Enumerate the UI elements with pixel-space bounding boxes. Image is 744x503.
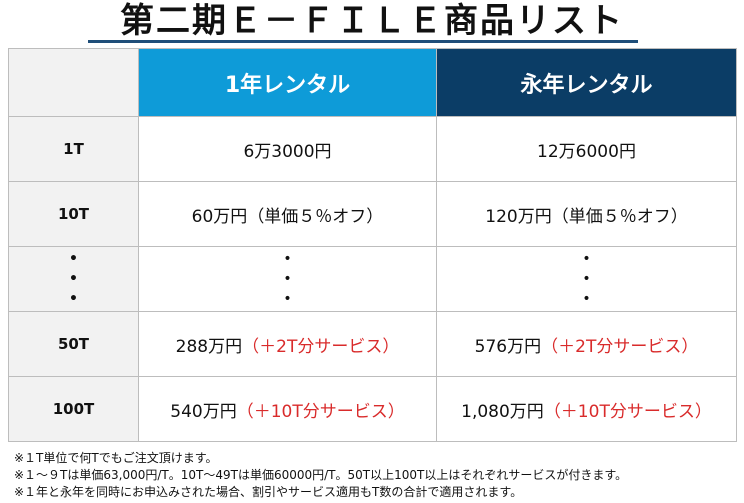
note: ※１T単位で何Tでもご注文頂けます。 (14, 451, 218, 465)
price: 1,080万円 (461, 401, 544, 422)
header-row: 1年レンタル 永年レンタル (8, 48, 737, 117)
price: 288万円 (175, 336, 243, 357)
price-cell: 6万3000円 (138, 116, 437, 182)
price: • (283, 291, 292, 307)
note: ※１～９Tは単価63,000円/T。10T～49Tは単価60000円/T。50T… (14, 468, 628, 482)
price-cell: • • • (436, 246, 737, 312)
price-cell: 12万6000円 (436, 116, 737, 182)
row: 50T 288万円（＋2T分サービス） 576万円（＋2T分サービス） (8, 311, 737, 377)
row-label-text: 10T (57, 205, 90, 223)
row: 100T 540万円（＋10T分サービス） 1,080万円（＋10T分サービス） (8, 376, 737, 442)
price: • (582, 291, 591, 307)
row: 10T 60万円（単価５％オフ） 120万円（単価５％オフ） (8, 181, 737, 247)
title: 第二期Ｅ－ＦＩＬＥ商品リスト (120, 1, 624, 41)
row-label: 10T (8, 181, 139, 247)
price: 12万6000円 (537, 141, 636, 162)
price: • (582, 251, 591, 267)
price: 120万円 (485, 206, 552, 227)
price: 576万円 (474, 336, 542, 357)
price: • (582, 271, 591, 287)
row-label-text: 50T (57, 335, 90, 353)
price-cell: 1,080万円（＋10T分サービス） (436, 376, 737, 442)
price: 540万円 (170, 401, 237, 422)
notes: ※１T単位で何Tでもご注文頂けます。 ※１～９Tは単価63,000円/T。10T… (14, 450, 627, 501)
row-label: 100T (8, 376, 139, 442)
row-label: 50T (8, 311, 139, 377)
row: 1T 6万3000円 12万6000円 (8, 116, 737, 182)
price-cell: 60万円（単価５％オフ） (138, 181, 437, 247)
price: 6万3000円 (243, 141, 332, 162)
service-note: （＋10T分サービス） (236, 401, 405, 422)
row: • • • • • • • • • (8, 246, 737, 312)
row-label: 1T (8, 116, 139, 182)
row-label-text: 1T (63, 140, 84, 158)
price-cell: 540万円（＋10T分サービス） (138, 376, 437, 442)
row-label-text: • (69, 251, 78, 267)
price-cell: 576万円（＋2T分サービス） (436, 311, 737, 377)
corner-cell (8, 48, 139, 117)
price-table: 1年レンタル 永年レンタル 1T 6万3000円 12万6000円 10T 60万円（単… (8, 48, 737, 442)
price-cell: • • • (138, 246, 437, 312)
service-note: （＋10T分サービス） (543, 401, 712, 422)
row-label: • • • (8, 246, 139, 312)
row-label-text: 100T (52, 400, 95, 418)
note: ※１年と永年を同時にお申込みされた場合、割引やサービス適用もT数の合計で適用され… (14, 485, 523, 499)
row-label-text: • (69, 271, 78, 287)
price-cell: 120万円（単価５％オフ） (436, 181, 737, 247)
title-underline (88, 40, 638, 43)
discount-note: （単価５％オフ） (551, 206, 688, 227)
price: • (283, 251, 292, 267)
price-cell: 288万円（＋2T分サービス） (138, 311, 437, 377)
discount-note: （単価５％オフ） (247, 206, 384, 227)
price: 60万円 (191, 206, 248, 227)
column-header: 永年レンタル (436, 48, 737, 117)
service-note: （＋2T分サービス） (242, 336, 400, 357)
service-note: （＋2T分サービス） (541, 336, 699, 357)
price: • (283, 271, 292, 287)
column-header: 1年レンタル (138, 48, 437, 117)
row-label-text: • (69, 291, 78, 307)
